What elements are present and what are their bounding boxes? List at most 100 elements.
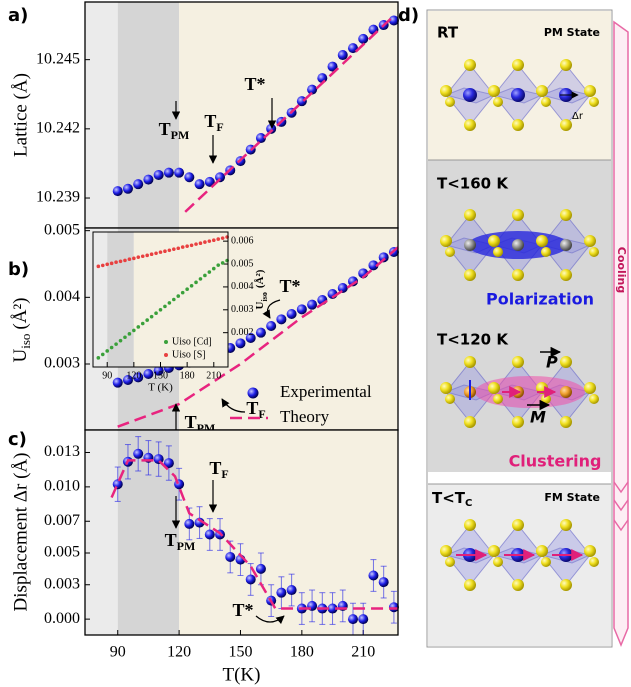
title: T<160 K	[437, 175, 509, 193]
data-point	[276, 314, 286, 324]
data-point	[276, 588, 286, 598]
sulfur-atom	[589, 394, 599, 404]
sulfur-atom	[512, 59, 524, 71]
y-tick-label: 0.000	[44, 610, 80, 627]
data-point	[110, 346, 114, 350]
data-point	[194, 242, 198, 246]
metal-atom	[512, 239, 524, 251]
data-point	[113, 479, 123, 489]
data-point	[123, 335, 127, 339]
sulfur-atom	[488, 382, 500, 394]
legend-marker	[248, 388, 259, 399]
data-point	[235, 338, 245, 348]
data-point	[101, 264, 105, 268]
data-point	[181, 291, 185, 295]
x-tick-label: 120	[167, 644, 191, 661]
vector: M	[530, 408, 546, 427]
data-point	[195, 179, 205, 189]
x-axis-label: T (K)	[148, 382, 173, 394]
data-point	[205, 529, 215, 539]
annotation-main: T*	[244, 74, 265, 94]
data-point	[159, 250, 163, 254]
data-point	[141, 254, 145, 258]
annotation-sub: PM	[171, 128, 190, 142]
sulfur-atom	[440, 545, 452, 557]
annotation: T*	[279, 276, 300, 296]
legend-marker	[164, 353, 168, 357]
data-point	[143, 369, 153, 379]
sulfur-atom	[560, 119, 572, 131]
sulfur-atom	[464, 356, 476, 368]
page: 10.23910.24210.245a)Lattice (Å)TPMTFT*0.…	[0, 0, 631, 687]
sulfur-atom	[589, 247, 599, 257]
data-point	[174, 168, 184, 178]
y-tick-label: 0.005	[44, 221, 80, 238]
sulfur-atom	[536, 85, 548, 97]
data-point	[203, 274, 207, 278]
data-point	[128, 257, 132, 261]
annotation-main: T	[246, 398, 258, 418]
sulfur-atom	[493, 247, 503, 257]
y-tick-label: 10.239	[36, 189, 80, 206]
annotation-sub: F	[221, 467, 228, 481]
sulfur-atom	[589, 97, 599, 107]
y-tick-label: 0.004	[44, 288, 80, 305]
sulfur-atom	[488, 235, 500, 247]
sulfur-atom	[464, 519, 476, 531]
sulfur-atom	[560, 416, 572, 428]
legend-label: Experimental	[280, 382, 372, 401]
data-point	[181, 245, 185, 249]
annotation-sub: F	[216, 120, 223, 134]
data-point	[132, 257, 136, 261]
figure: 10.23910.24210.245a)Lattice (Å)TPMTFT*0.…	[0, 0, 631, 687]
sulfur-atom	[512, 119, 524, 131]
data-point	[154, 311, 158, 315]
shaded-region	[93, 232, 107, 367]
y-axis-label-sub: iso	[18, 334, 33, 349]
data-point	[141, 322, 145, 326]
y-tick-label: 0.007	[44, 512, 80, 529]
annotation: T*	[244, 74, 265, 94]
x-tick-label: 150	[228, 644, 252, 661]
annotation-main: T	[204, 111, 216, 131]
sulfur-atom	[541, 97, 551, 107]
data-point	[154, 251, 158, 255]
sulfur-atom	[541, 247, 551, 257]
data-point	[172, 298, 176, 302]
sulfur-atom	[488, 85, 500, 97]
metal-atom	[463, 88, 477, 102]
panel-label: d)	[398, 5, 419, 26]
annotation-main: T	[159, 119, 171, 139]
data-point	[168, 301, 172, 305]
sulfur-atom	[584, 235, 596, 247]
data-point	[216, 237, 220, 241]
sulfur-atom	[560, 519, 572, 531]
data-point	[136, 325, 140, 329]
data-point	[307, 300, 317, 310]
sulfur-atom	[445, 247, 455, 257]
title: T<120 K	[437, 331, 509, 349]
sulfur-atom	[560, 579, 572, 591]
state: PM State	[544, 26, 600, 39]
data-point	[119, 259, 123, 263]
sulfur-atom	[512, 269, 524, 281]
data-point	[163, 305, 167, 309]
annotation-main: T	[185, 412, 197, 432]
sulfur-atom	[440, 235, 452, 247]
y-tick-label: 0.003	[44, 355, 80, 372]
data-point	[208, 270, 212, 274]
title: RT	[437, 24, 459, 42]
data-point	[168, 249, 172, 253]
sulfur-atom	[560, 209, 572, 221]
y-axis-label-main: U	[10, 348, 31, 362]
sulfur-atom	[493, 97, 503, 107]
note: Δr	[572, 111, 584, 122]
sulfur-atom	[493, 394, 503, 404]
sulfur-atom	[512, 356, 524, 368]
y-tick-label: 0.006	[231, 235, 254, 246]
data-point	[97, 265, 101, 269]
y-axis-label-rest: (Å²)	[10, 298, 31, 330]
x-tick-label: 90	[110, 644, 126, 661]
data-point	[212, 267, 216, 271]
y-tick-label: 10.245	[36, 50, 80, 67]
